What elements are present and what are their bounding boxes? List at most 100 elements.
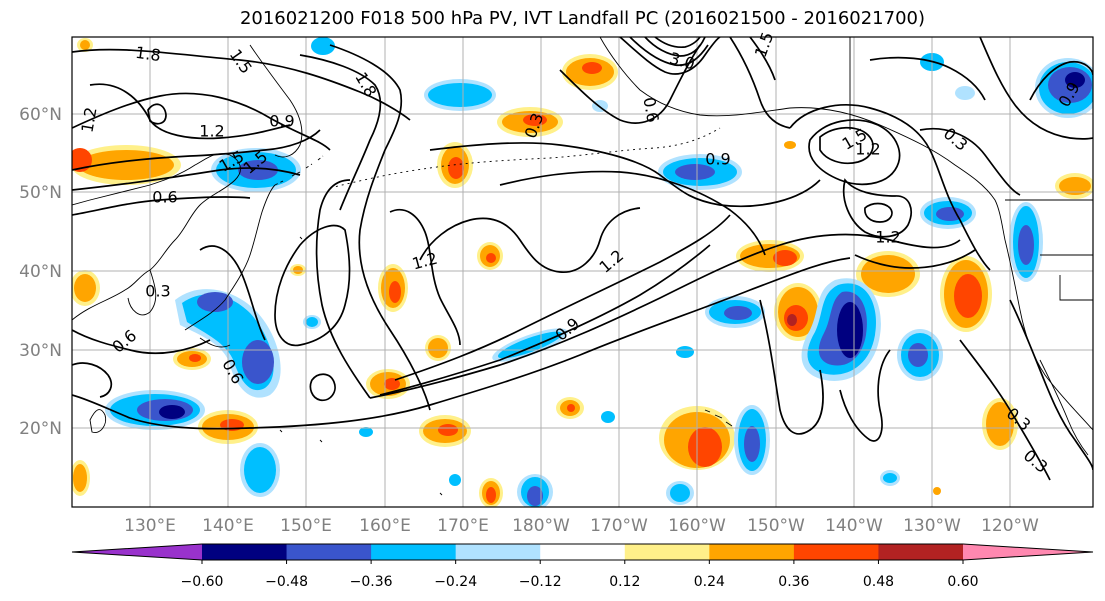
contour-line [329, 44, 431, 411]
negative-anomaly-region [492, 328, 568, 362]
contour-line [369, 233, 961, 399]
positive-anomaly-region [419, 415, 471, 447]
islands-micronesia [279, 236, 443, 496]
contour-line [919, 127, 1021, 196]
contour-line [274, 224, 351, 347]
contour-line [72, 48, 411, 121]
longitude-labels: 130°E 140°E 150°E 160°E 170°E 180°W 170°W 160°W… [124, 516, 1039, 536]
negative-anomaly-region [359, 53, 975, 505]
longitude-label: 120°W [981, 516, 1039, 536]
contour-label: 0.3 [940, 124, 972, 155]
positive-anomaly-region [72, 270, 100, 306]
latitude-label: 30°N [19, 341, 62, 361]
positive-anomaly-region [940, 256, 992, 332]
contour-line [1009, 299, 1093, 471]
contour-line [72, 167, 301, 191]
positive-anomaly-region [425, 335, 451, 361]
colorbar-segment [286, 544, 372, 560]
border-canada [849, 37, 1093, 301]
coastline-korea [127, 269, 157, 316]
contour-line [979, 37, 1093, 140]
island-chain-aleutian [329, 127, 721, 189]
contour-label: 1.2 [199, 122, 224, 141]
colorbar-tick-label: −0.60 [181, 574, 224, 590]
longitude-label: 160°E [359, 516, 411, 536]
coastlines [72, 37, 1093, 496]
negative-anomaly-region [303, 37, 335, 329]
contour-line [199, 245, 266, 341]
contour-line [299, 54, 382, 211]
contour-line [808, 119, 901, 186]
contour-line [629, 37, 709, 67]
contour-line [72, 329, 211, 355]
contour-line [1029, 60, 1093, 101]
contour-line [499, 170, 766, 256]
colorbar-segment [624, 544, 710, 560]
negative-anomaly-region [920, 197, 976, 229]
negative-anomaly-region [734, 405, 770, 475]
contour-line [959, 339, 1051, 481]
latitude-labels: 20°N 30°N 40°N 50°N 60°N [19, 105, 62, 439]
negative-anomaly-region [897, 329, 943, 381]
negative-anomaly-region [705, 296, 765, 328]
colorbar [71, 543, 1094, 561]
colorbar-tick-label: −0.12 [519, 574, 562, 590]
latitude-label: 40°N [19, 262, 62, 282]
map-title: 2016021200 F018 500 hPa PV, IVT Landfall… [239, 8, 926, 29]
contour-line [315, 179, 371, 399]
contour-line [842, 178, 912, 238]
contour-line [72, 362, 113, 398]
coastline-japan [184, 184, 276, 348]
negative-anomaly-region [517, 474, 553, 507]
contour-label: 1.2 [875, 228, 900, 247]
contour-line [89, 83, 291, 140]
positive-anomaly-region [562, 54, 618, 90]
colorbar-segment [455, 544, 541, 560]
pv-anomaly-shading [72, 37, 1093, 507]
colorbar-segment [878, 544, 964, 560]
contour-label: 0.6 [639, 96, 662, 124]
colorbar-tick-label: 0.24 [694, 574, 725, 590]
contour-label: 1.8 [134, 43, 162, 65]
contour-label: 0.9 [705, 150, 730, 169]
negative-anomaly-region [658, 154, 742, 190]
positive-anomaly-region [736, 240, 804, 272]
map-frame [71, 36, 1094, 508]
contour-label: 1.5 [751, 29, 778, 59]
colorbar-segment [793, 544, 879, 560]
colorbar-tick-label: −0.48 [265, 574, 308, 590]
positive-anomaly-region [77, 38, 941, 495]
contour-line [819, 126, 874, 165]
negative-anomaly-region [240, 443, 280, 497]
positive-anomaly-region [477, 242, 503, 270]
negative-anomaly-region [424, 79, 496, 111]
contour-line [759, 299, 824, 435]
contour-line [379, 244, 711, 396]
contour-label: 0.9 [269, 112, 294, 131]
colorbar-tick-label: 0.60 [947, 574, 978, 590]
longitude-label: 150°E [280, 516, 332, 536]
colorbar-segment [963, 544, 1093, 560]
contour-line [869, 56, 986, 101]
contour-label: 0.6 [152, 188, 177, 207]
longitude-label: 180°W [512, 516, 570, 536]
contour-label: 0.3 [145, 282, 170, 301]
island-hawaii [704, 409, 733, 427]
colorbar-tick-label: −0.36 [350, 574, 393, 590]
colorbar-tick-label: 0.36 [778, 574, 809, 590]
longitude-label: 170°E [437, 516, 489, 536]
contour-line [72, 129, 321, 171]
coastline-alaska [599, 37, 1006, 241]
positive-anomaly-region [479, 478, 503, 507]
contour-label: 1.2 [855, 140, 880, 159]
longitude-label: 140°W [825, 516, 883, 536]
positive-anomaly-region [1055, 173, 1093, 199]
positive-anomaly-region [774, 283, 822, 341]
colorbar-tick-label: 0.12 [609, 574, 640, 590]
negative-anomaly-region [1009, 202, 1043, 282]
positive-anomaly-region [556, 397, 584, 419]
contour-line [72, 92, 331, 151]
longitude-label: 130°E [124, 516, 176, 536]
pv-contours [72, 37, 1093, 481]
coastline-taiwan [89, 409, 107, 433]
